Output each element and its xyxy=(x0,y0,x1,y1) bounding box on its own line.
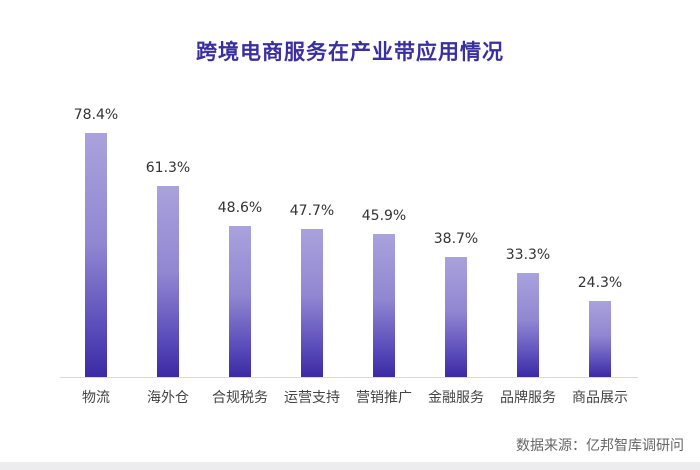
x-axis-category-label: 营销推广 xyxy=(356,390,412,406)
bar xyxy=(589,301,611,377)
chart-title: 跨境电商服务在产业带应用情况 xyxy=(196,40,504,64)
bar-value-label: 47.7% xyxy=(289,203,335,219)
bar-value-label: 48.6% xyxy=(217,200,263,216)
bar-value-label: 38.7% xyxy=(433,231,479,247)
bar xyxy=(301,229,323,377)
x-axis-category-label: 运营支持 xyxy=(284,390,340,406)
x-axis-category-label: 海外仓 xyxy=(147,390,189,406)
x-axis-category-label: 品牌服务 xyxy=(500,390,556,406)
bar xyxy=(445,257,467,377)
bar-value-label: 24.3% xyxy=(577,275,623,291)
bar-value-label: 61.3% xyxy=(145,160,191,176)
bar xyxy=(229,226,251,377)
bar xyxy=(85,133,107,377)
x-axis-category-label: 商品展示 xyxy=(572,390,628,406)
bar xyxy=(157,186,179,377)
bar-value-label: 45.9% xyxy=(361,208,407,224)
bar xyxy=(517,273,539,377)
footer-band xyxy=(0,462,700,470)
x-axis-category-label: 合规税务 xyxy=(212,390,268,406)
data-source-note: 数据来源：亿邦智库调研问 xyxy=(516,438,684,454)
x-axis-category-label: 物流 xyxy=(82,390,110,406)
x-axis-category-label: 金融服务 xyxy=(428,390,484,406)
x-axis-line xyxy=(60,377,638,378)
bar-value-label: 78.4% xyxy=(73,107,119,123)
bar-value-label: 33.3% xyxy=(505,247,551,263)
bar xyxy=(373,234,395,377)
